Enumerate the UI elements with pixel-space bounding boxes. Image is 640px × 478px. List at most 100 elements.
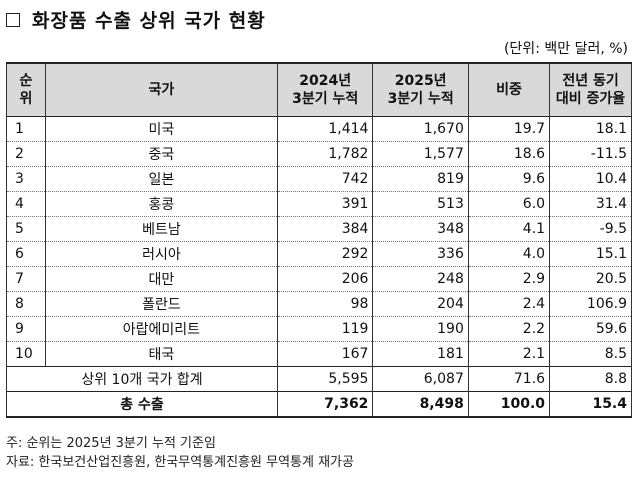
export-table: 순 위 국가 2024년 3분기 누적 2025년 3분기 누적 비중 전년 동… [5, 62, 632, 418]
rank-cell: 9 [6, 316, 46, 342]
value-2024-cell: 384 [277, 216, 374, 242]
header-share: 비중 [467, 62, 551, 117]
unit-label: (단위: 백만 달러, %) [503, 41, 628, 57]
growth-cell: 59.6 [549, 316, 632, 342]
country-cell: 베트남 [44, 216, 279, 242]
table-row: 2 중국 1,782 1,577 18.6 -11.5 [6, 141, 632, 167]
table-row: 8 폴란드 98 204 2.4 106.9 [6, 291, 632, 317]
title-text: 화장품 수출 상위 국가 현황 [32, 10, 266, 32]
growth-cell: 18.1 [549, 116, 632, 142]
value-2025-cell: 190 [372, 316, 469, 342]
total-2025: 8,498 [372, 391, 469, 418]
country-cell: 대만 [44, 266, 279, 292]
value-2025-cell: 819 [372, 166, 469, 192]
total-share: 100.0 [467, 391, 551, 418]
header-rank-line1: 순 [19, 73, 33, 89]
value-2024-cell: 292 [277, 241, 374, 267]
total-2024: 7,362 [277, 391, 374, 418]
value-2025-cell: 181 [372, 341, 469, 367]
value-2024-cell: 98 [277, 291, 374, 317]
growth-cell: 10.4 [549, 166, 632, 192]
header-2025-line1: 2025년 [394, 73, 447, 89]
growth-cell: 15.1 [549, 241, 632, 267]
country-cell: 폴란드 [44, 291, 279, 317]
share-cell: 2.9 [467, 266, 551, 292]
share-cell: 19.7 [467, 116, 551, 142]
table-row: 1 미국 1,414 1,670 19.7 18.1 [6, 116, 632, 142]
growth-cell: -9.5 [549, 216, 632, 242]
growth-cell: 106.9 [549, 291, 632, 317]
value-2024-cell: 391 [277, 191, 374, 217]
subtotal-2024: 5,595 [277, 366, 374, 392]
value-2025-cell: 1,670 [372, 116, 469, 142]
table-row: 4 홍콩 391 513 6.0 31.4 [6, 191, 632, 217]
subtotal-share: 71.6 [467, 366, 551, 392]
share-cell: 4.1 [467, 216, 551, 242]
header-2025-line2: 3분기 누적 [387, 91, 454, 107]
subtotal-2025: 6,087 [372, 366, 469, 392]
growth-cell: 8.5 [549, 341, 632, 367]
footnote: 주: 순위는 2025년 3분기 누적 기준임 [6, 436, 216, 451]
value-2024-cell: 167 [277, 341, 374, 367]
table-row: 9 아랍에미리트 119 190 2.2 59.6 [6, 316, 632, 342]
header-2024-line1: 2024년 [299, 73, 352, 89]
growth-cell: -11.5 [549, 141, 632, 167]
share-cell: 2.4 [467, 291, 551, 317]
header-growth-line2: 대비 증가율 [555, 91, 626, 107]
header-rank-line2: 위 [19, 91, 33, 107]
page-title: 화장품 수출 상위 국가 현황 [6, 6, 266, 33]
value-2025-cell: 204 [372, 291, 469, 317]
rank-cell: 2 [6, 141, 46, 167]
table-header-row: 순 위 국가 2024년 3분기 누적 2025년 3분기 누적 비중 전년 동… [6, 62, 632, 117]
source-note: 자료: 한국보건산업진흥원, 한국무역통계진흥원 무역통계 재가공 [6, 455, 354, 470]
table-row: 6 러시아 292 336 4.0 15.1 [6, 241, 632, 267]
share-cell: 18.6 [467, 141, 551, 167]
header-2024-line2: 3분기 누적 [292, 91, 359, 107]
table-row: 10 태국 167 181 2.1 8.5 [6, 341, 632, 367]
growth-cell: 31.4 [549, 191, 632, 217]
value-2025-cell: 1,577 [372, 141, 469, 167]
value-2025-cell: 348 [372, 216, 469, 242]
rank-cell: 10 [6, 341, 46, 367]
value-2024-cell: 742 [277, 166, 374, 192]
rank-cell: 8 [6, 291, 46, 317]
value-2024-cell: 206 [277, 266, 374, 292]
header-2024: 2024년 3분기 누적 [277, 62, 374, 117]
total-row: 총 수출 7,362 8,498 100.0 15.4 [5, 391, 632, 418]
share-cell: 4.0 [467, 241, 551, 267]
table-row: 3 일본 742 819 9.6 10.4 [6, 166, 632, 192]
header-growth: 전년 동기 대비 증가율 [549, 62, 632, 117]
total-growth: 15.4 [549, 391, 632, 418]
share-cell: 2.1 [467, 341, 551, 367]
rank-cell: 6 [6, 241, 46, 267]
value-2024-cell: 119 [277, 316, 374, 342]
header-country: 국가 [44, 62, 279, 117]
country-cell: 아랍에미리트 [44, 316, 279, 342]
value-2025-cell: 248 [372, 266, 469, 292]
share-cell: 2.2 [467, 316, 551, 342]
country-cell: 미국 [44, 116, 279, 142]
subtotal-growth: 8.8 [549, 366, 632, 392]
growth-cell: 20.5 [549, 266, 632, 292]
subtotal-label: 상위 10개 국가 합계 [5, 366, 279, 392]
value-2025-cell: 336 [372, 241, 469, 267]
country-cell: 중국 [44, 141, 279, 167]
header-rank: 순 위 [6, 62, 46, 117]
share-cell: 6.0 [467, 191, 551, 217]
header-growth-line1: 전년 동기 [562, 73, 619, 89]
country-cell: 일본 [44, 166, 279, 192]
country-cell: 태국 [44, 341, 279, 367]
table-row: 7 대만 206 248 2.9 20.5 [6, 266, 632, 292]
total-label: 총 수출 [5, 391, 279, 418]
header-2025: 2025년 3분기 누적 [372, 62, 469, 117]
rank-cell: 1 [6, 116, 46, 142]
table-row: 5 베트남 384 348 4.1 -9.5 [6, 216, 632, 242]
rank-cell: 3 [6, 166, 46, 192]
value-2024-cell: 1,782 [277, 141, 374, 167]
subtotal-row: 상위 10개 국가 합계 5,595 6,087 71.6 8.8 [5, 366, 632, 392]
rank-cell: 4 [6, 191, 46, 217]
share-cell: 9.6 [467, 166, 551, 192]
value-2025-cell: 513 [372, 191, 469, 217]
rank-cell: 7 [6, 266, 46, 292]
value-2024-cell: 1,414 [277, 116, 374, 142]
